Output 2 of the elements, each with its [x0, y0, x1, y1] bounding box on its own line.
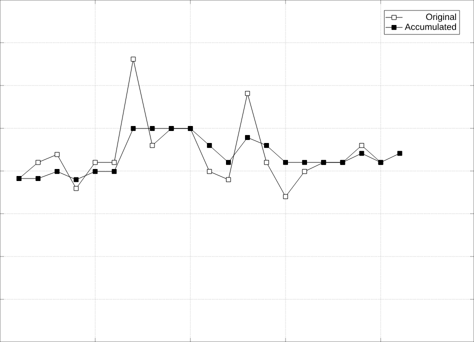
legend-label: Accumulated	[404, 23, 456, 30]
text: Original	[426, 13, 456, 22]
